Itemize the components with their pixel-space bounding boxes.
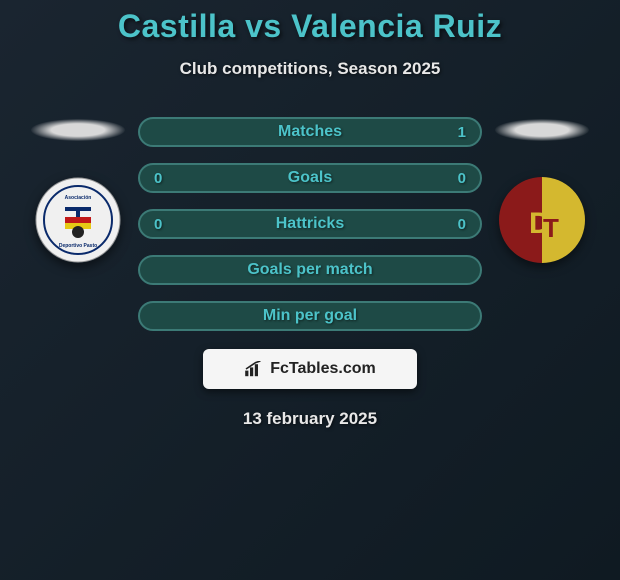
stat-label: Min per goal [263,307,357,325]
stat-label: Hattricks [276,215,344,233]
crest-right-svg: D T [499,177,585,263]
team-right-crest: D T [499,177,585,263]
team-left-crest: Asociación Deportivo Pasto [35,177,121,263]
stat-row: 0 Goals 0 [138,163,482,193]
stat-left-value: 0 [154,170,162,187]
stat-left-value: 0 [154,216,162,233]
chart-icon [244,361,264,377]
svg-text:Asociación: Asociación [65,195,92,201]
date-line: 13 february 2025 [243,409,377,429]
player-shadow-right [495,119,589,141]
crest-left-svg: Asociación Deportivo Pasto [35,177,121,263]
stat-label: Goals [288,169,332,187]
player-shadow-left [31,119,125,141]
svg-text:Deportivo Pasto: Deportivo Pasto [59,243,97,249]
stats-area: Asociación Deportivo Pasto Matches 1 0 Goal… [0,117,620,331]
stat-rows: Matches 1 0 Goals 0 0 Hattricks 0 Goals per matc… [138,117,482,331]
stat-right-value: 0 [458,216,466,233]
stat-label: Goals per match [247,261,372,279]
stat-row: Matches 1 [138,117,482,147]
subtitle: Club competitions, Season 2025 [180,59,441,79]
stat-row: Goals per match [138,255,482,285]
team-right-col: D T [482,117,602,263]
team-left-col: Asociación Deportivo Pasto [18,117,138,263]
brand-text: FcTables.com [270,360,376,378]
svg-text:T: T [543,213,559,243]
stat-row: 0 Hattricks 0 [138,209,482,239]
page-title: Castilla vs Valencia Ruiz [118,8,502,45]
comparison-card: Castilla vs Valencia Ruiz Club competiti… [0,0,620,429]
stat-row: Min per goal [138,301,482,331]
stat-label: Matches [278,123,342,141]
brand-badge[interactable]: FcTables.com [203,349,417,389]
stat-right-value: 0 [458,170,466,187]
stat-right-value: 1 [458,124,466,141]
